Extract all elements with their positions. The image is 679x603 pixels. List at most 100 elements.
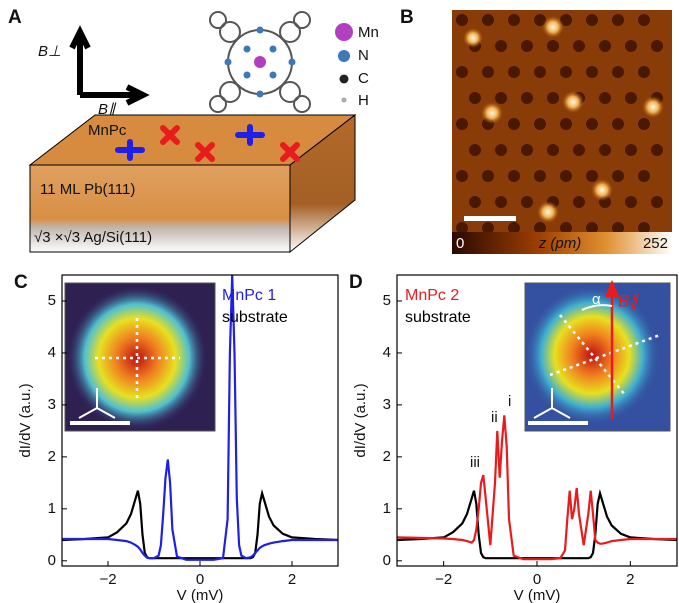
- y-tick-label: 5: [383, 292, 391, 309]
- stm-hole: [612, 14, 624, 26]
- stm-hole: [560, 170, 572, 182]
- stm-hole: [599, 144, 611, 156]
- stm-hole: [586, 170, 598, 182]
- y-tick-label: 0: [383, 552, 391, 569]
- stm-hole: [625, 40, 637, 52]
- stm-hole: [469, 196, 481, 208]
- stm-hole: [651, 40, 663, 52]
- y-tick-label: 2: [48, 448, 56, 465]
- b-perp: B⊥: [38, 43, 61, 60]
- atom-key: [340, 75, 349, 84]
- atom-label: Mn: [358, 24, 379, 41]
- stm-hole: [456, 14, 468, 26]
- legend-entry: MnPc 2: [405, 287, 459, 304]
- stm-hole: [482, 170, 494, 182]
- panel-a: A B⊥ B∥ Mn N C H MnPc 11 ML Pb(111) √3 ×…: [8, 7, 379, 252]
- x-tick-label: −2: [435, 571, 452, 588]
- atom-key: [335, 23, 353, 41]
- inset-c: [65, 283, 215, 431]
- stm-hole: [521, 92, 533, 104]
- stm-hole: [586, 66, 598, 78]
- panel-label: D: [349, 272, 363, 293]
- y-tick-label: 5: [48, 292, 56, 309]
- stm-hole: [469, 92, 481, 104]
- x-tick-label: 0: [196, 571, 204, 588]
- legend-entry: MnPc 1: [222, 287, 276, 304]
- y-tick-label: 3: [48, 396, 56, 413]
- molecule-atoms: [225, 27, 296, 98]
- y-tick-label: 2: [383, 448, 391, 465]
- substrate-label: √3 ×√3 Ag/Si(111): [34, 229, 152, 246]
- stm-molecule: [642, 96, 664, 118]
- stm-molecule: [591, 179, 613, 201]
- layer-label: 11 ML Pb(111): [40, 181, 135, 198]
- stm-hole: [482, 14, 494, 26]
- stm-hole: [625, 196, 637, 208]
- stm-hole: [521, 196, 533, 208]
- stm-hole: [534, 170, 546, 182]
- stm-hole: [638, 66, 650, 78]
- panel-label: B: [400, 7, 414, 28]
- stm-hole: [573, 144, 585, 156]
- y-tick-label: 1: [48, 500, 56, 517]
- stm-hole: [560, 118, 572, 130]
- stm-hole: [612, 66, 624, 78]
- stm-hole: [612, 118, 624, 130]
- stm-hole: [573, 40, 585, 52]
- peak-label: iii: [470, 454, 480, 471]
- x-tick-label: 2: [288, 571, 296, 588]
- stm-hole: [625, 92, 637, 104]
- panel-b: B 0 z (pm) 252: [400, 7, 672, 254]
- y-tick-label: 4: [48, 344, 56, 361]
- stm-hole: [521, 40, 533, 52]
- x-tick-label: 2: [626, 571, 634, 588]
- x-tick-label: 0: [533, 571, 541, 588]
- stm-hole: [508, 14, 520, 26]
- peak-label: i: [508, 393, 511, 410]
- stm-hole: [508, 66, 520, 78]
- stm-hole: [651, 196, 663, 208]
- atom-label: H: [358, 92, 369, 109]
- stm-hole: [482, 66, 494, 78]
- stm-hole: [456, 118, 468, 130]
- y-tick-label: 1: [383, 500, 391, 517]
- panel-label: C: [14, 272, 28, 293]
- stm-molecule: [542, 16, 564, 38]
- atom-key: [338, 50, 350, 62]
- stm-hole: [599, 40, 611, 52]
- atom-key: [342, 98, 347, 103]
- cbar-max: 252: [643, 235, 668, 252]
- stm-hole: [560, 66, 572, 78]
- y-tick-label: 3: [383, 396, 391, 413]
- stm-hole: [508, 118, 520, 130]
- atom-label: N: [358, 47, 369, 64]
- x-axis-label: V (mV): [177, 587, 224, 603]
- stm-hole: [456, 170, 468, 182]
- stm-hole: [547, 144, 559, 156]
- stm-hole: [547, 40, 559, 52]
- cbar-label: z (pm): [538, 235, 582, 252]
- stm-hole: [638, 14, 650, 26]
- molecule-label: MnPc: [88, 122, 127, 139]
- axes-arrows: [72, 32, 143, 103]
- scale-bar: [464, 216, 516, 221]
- series-line: [62, 491, 338, 559]
- y-tick-label: 0: [48, 552, 56, 569]
- stm-hole: [534, 66, 546, 78]
- legend-entry: substrate: [222, 309, 288, 326]
- stm-hole: [625, 144, 637, 156]
- stm-hole: [612, 170, 624, 182]
- y-tick-label: 4: [383, 344, 391, 361]
- y-axis-label: dI/dV (a.u.): [352, 383, 369, 457]
- stm-molecule: [537, 201, 559, 223]
- stm-molecule: [463, 28, 483, 48]
- stm-hole: [456, 66, 468, 78]
- stm-hole: [573, 196, 585, 208]
- stm-hole: [508, 170, 520, 182]
- stm-hole: [469, 144, 481, 156]
- panel-label: A: [8, 7, 22, 28]
- angle-label: α: [592, 291, 601, 308]
- stm-hole: [586, 118, 598, 130]
- series-line: [397, 491, 677, 559]
- stm-hole: [638, 118, 650, 130]
